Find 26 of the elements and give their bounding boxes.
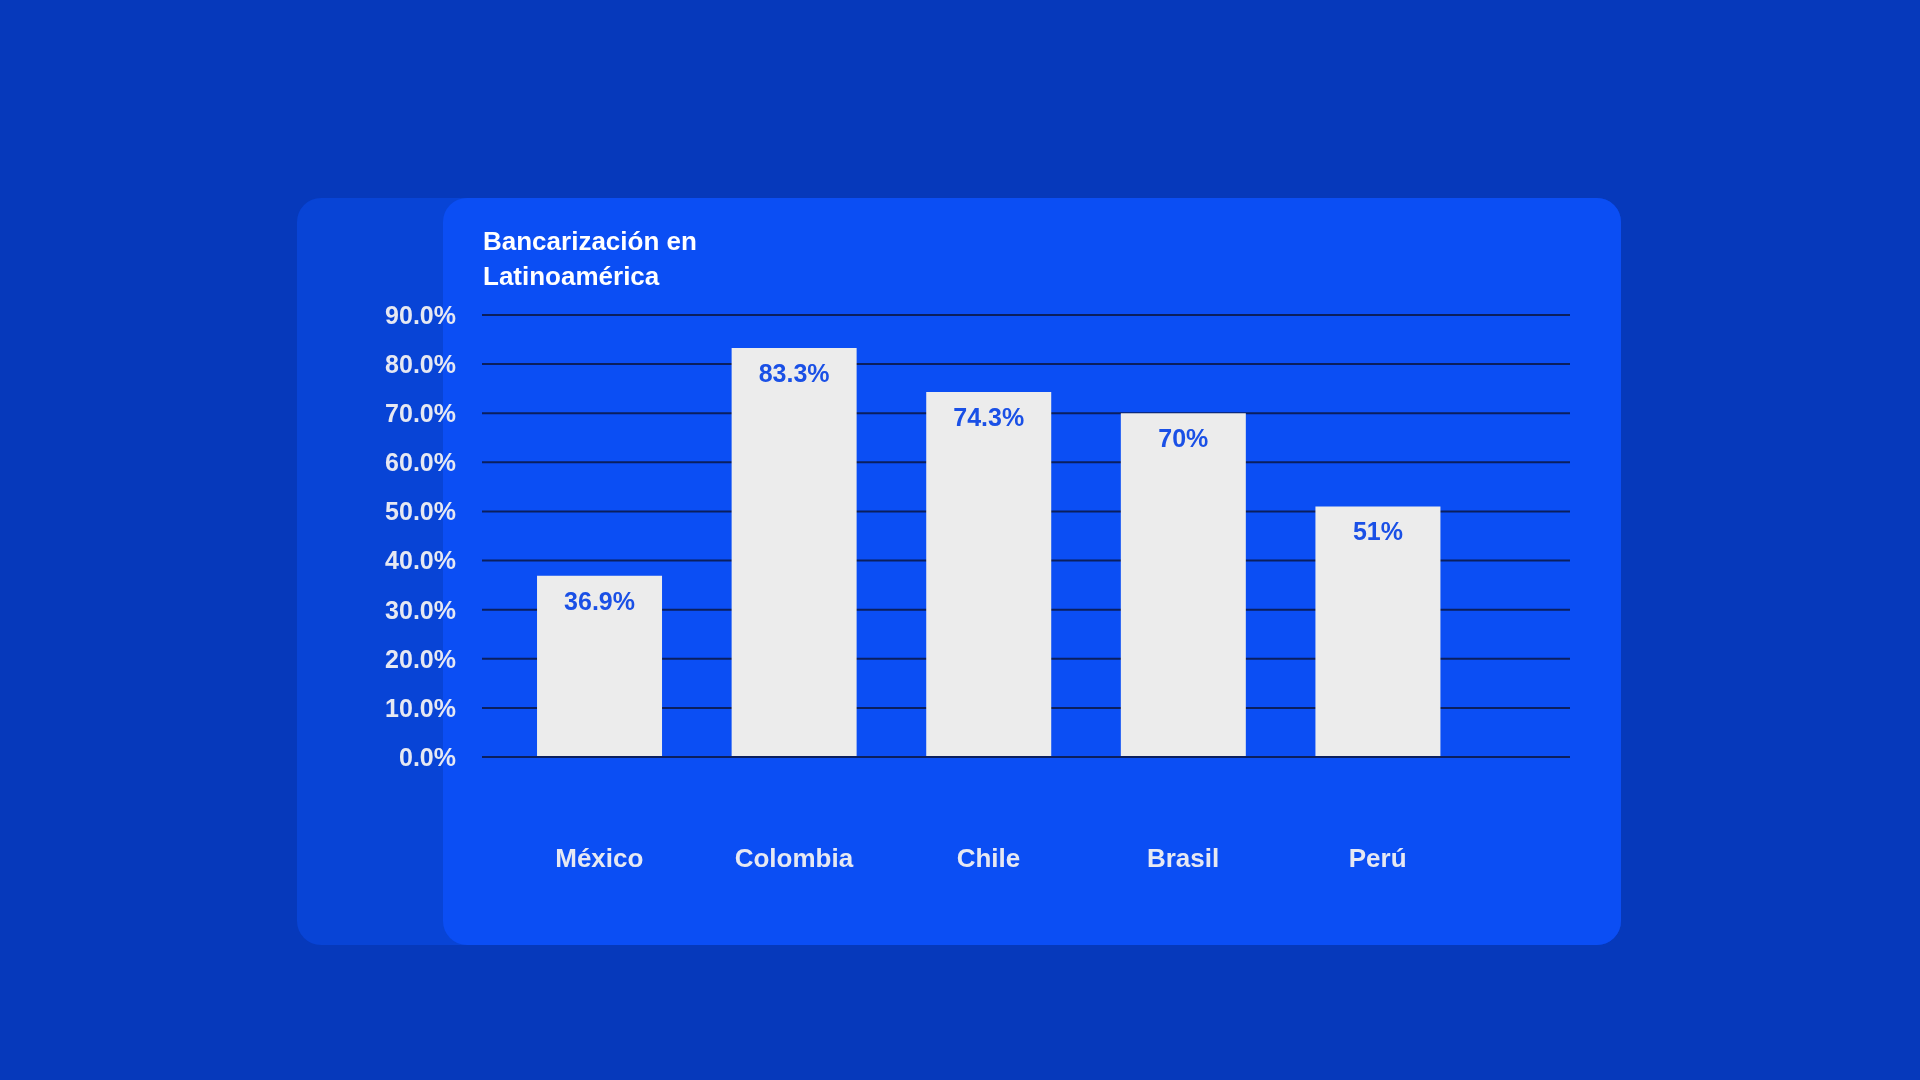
- data-label: 70%: [1158, 423, 1209, 452]
- bar: [926, 392, 1052, 757]
- y-tick-label: 50.0%: [385, 497, 456, 526]
- data-label: 51%: [1352, 517, 1403, 546]
- y-tick-label: 30.0%: [385, 595, 456, 624]
- x-tick-label: México: [555, 843, 644, 874]
- bar: [1120, 413, 1246, 757]
- data-label: 83.3%: [758, 358, 830, 387]
- y-tick-label: 40.0%: [385, 546, 456, 575]
- x-tick-label: Chile: [956, 843, 1021, 874]
- y-tick-label: 0.0%: [399, 742, 456, 771]
- y-tick-label: 70.0%: [385, 399, 456, 428]
- y-tick-label: 10.0%: [385, 693, 456, 722]
- y-tick-label: 60.0%: [385, 448, 456, 477]
- bar: [537, 575, 663, 757]
- y-tick-label: 20.0%: [385, 644, 456, 673]
- bar: [1315, 506, 1441, 757]
- x-tick-label: Perú: [1348, 843, 1407, 874]
- data-label: 74.3%: [953, 402, 1025, 431]
- y-tick-label: 80.0%: [385, 349, 456, 378]
- x-tick-label: Brasil: [1146, 843, 1220, 874]
- chart-title: Bancarización en Latinoamérica: [483, 225, 698, 293]
- data-label: 36.9%: [564, 586, 635, 615]
- y-tick-label: 90.0%: [385, 300, 456, 329]
- bar: [731, 347, 857, 757]
- x-tick-label: Colombia: [734, 843, 854, 874]
